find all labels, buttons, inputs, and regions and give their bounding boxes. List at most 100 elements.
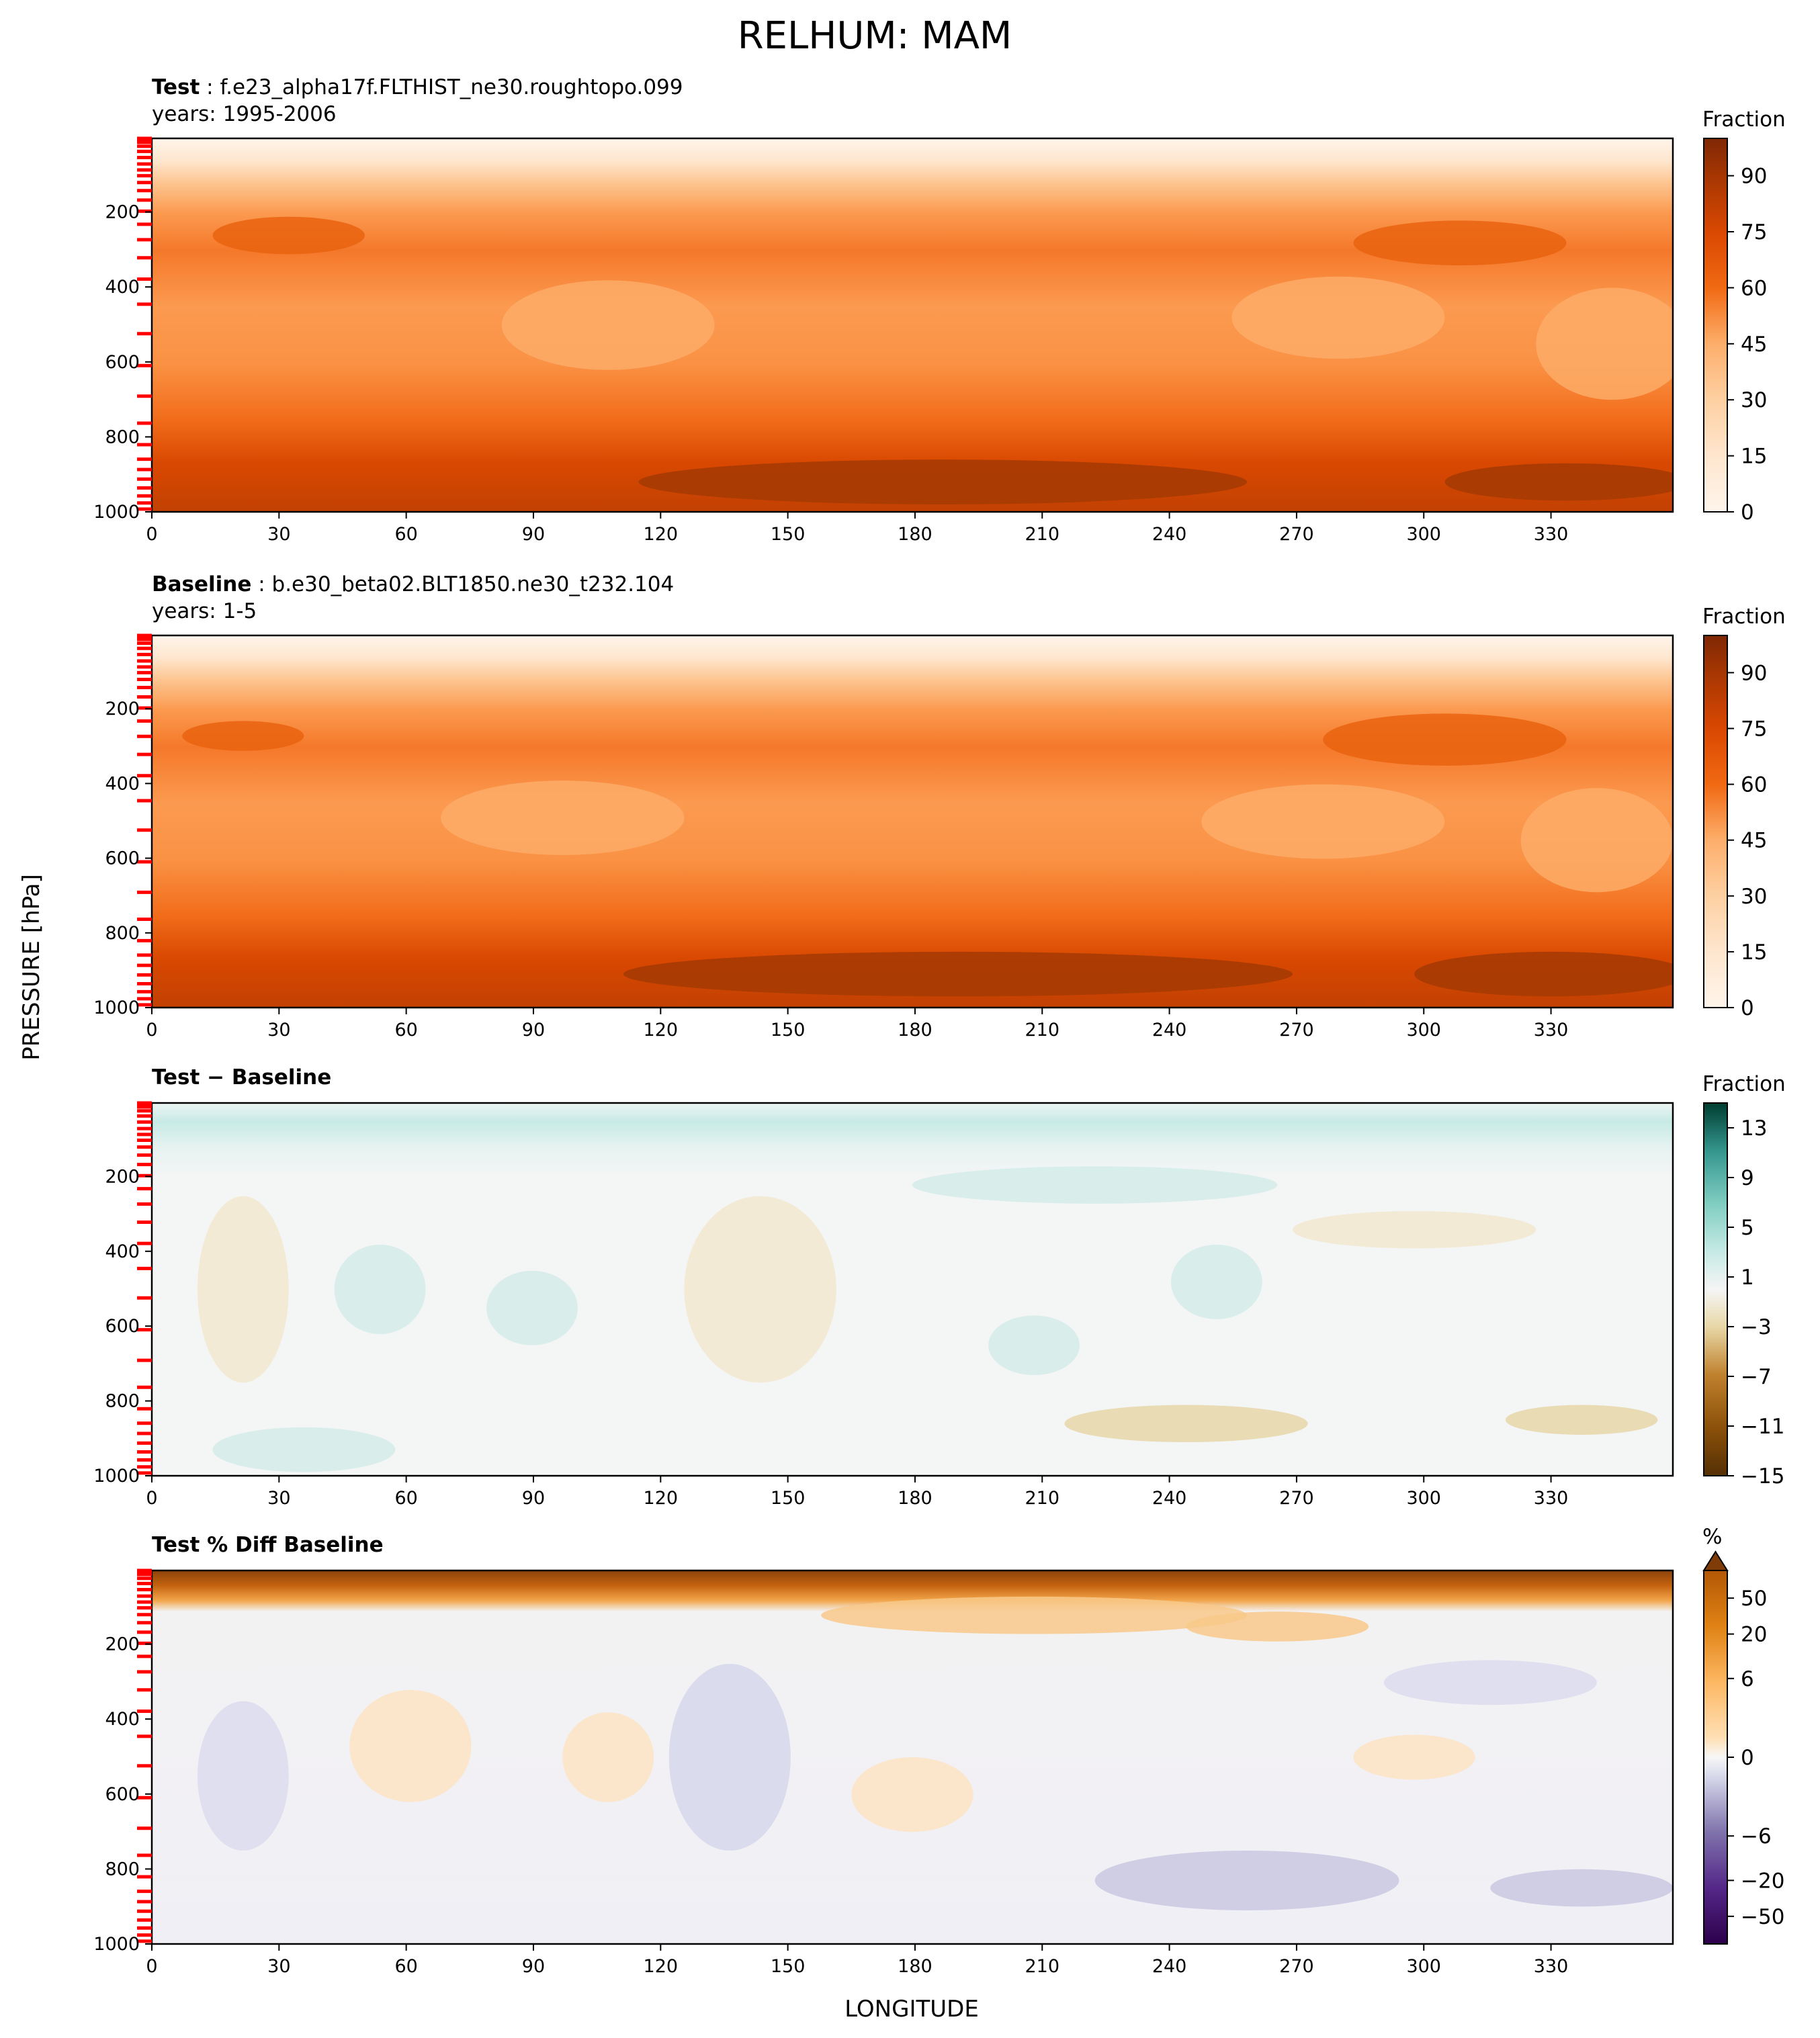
x-tick-label: 240 — [1152, 524, 1187, 545]
colorbar-label: % — [1702, 1525, 1722, 1549]
x-tick-label: 330 — [1534, 1020, 1569, 1040]
y-tick-label: 800 — [105, 1859, 140, 1879]
contour-region — [1444, 463, 1673, 501]
x-tick-label: 180 — [898, 1956, 933, 1977]
x-tick-label: 150 — [771, 524, 806, 545]
contour-region — [684, 1196, 836, 1383]
x-tick-label: 90 — [522, 1956, 545, 1977]
y-tick-label: 1000 — [93, 998, 140, 1018]
x-tick-label: 270 — [1279, 1020, 1314, 1040]
contour-region — [821, 1596, 1248, 1634]
colorbar-bar — [1703, 635, 1728, 1008]
contour-region — [1064, 1405, 1308, 1443]
colorbar-tick-label: 30 — [1741, 885, 1767, 909]
y-tick-label: 400 — [105, 773, 140, 794]
y-tick-label: 800 — [105, 1391, 140, 1412]
x-tick-label: 330 — [1534, 524, 1569, 545]
panel-test: Test : f.e23_alpha17f.FLTHIST_ne30.rough… — [93, 75, 1785, 545]
colorbar-tick-label: −6 — [1741, 1824, 1772, 1849]
contour-region — [988, 1315, 1080, 1376]
colorbar: % 50 20 6 0 −6 −20 −50 — [1702, 1525, 1784, 1945]
contour-region — [1414, 951, 1673, 997]
colorbar-tick-label: 75 — [1741, 717, 1767, 742]
colorbar-tick-label: 50 — [1741, 1587, 1767, 1611]
contour-region — [623, 951, 1293, 997]
x-tick-label: 0 — [146, 1956, 157, 1977]
colorbar-extend-arrow — [1702, 1550, 1729, 1571]
y-tick-label: 1000 — [93, 502, 140, 523]
contour-region — [638, 459, 1248, 504]
x-tick-label: 60 — [394, 1956, 417, 1977]
colorbar-tick-label: 0 — [1741, 996, 1754, 1020]
x-tick-label: 180 — [898, 1020, 933, 1040]
x-tick-label: 90 — [522, 1488, 545, 1509]
x-tick-label: 120 — [644, 1488, 679, 1509]
x-tick-label: 30 — [267, 1956, 290, 1977]
y-tick-label: 800 — [105, 923, 140, 944]
contour-region — [334, 1244, 426, 1335]
colorbar-tick-label: 1 — [1741, 1266, 1754, 1290]
contour-region — [182, 721, 304, 751]
plot-frame — [150, 634, 1674, 1009]
x-tick-label: 120 — [644, 1020, 679, 1040]
x-tick-label: 120 — [644, 524, 679, 545]
x-tick-label: 300 — [1406, 1956, 1441, 1977]
panel-subtitle: years: 1995-2006 — [152, 102, 337, 126]
x-tick-label: 210 — [1025, 524, 1059, 545]
contour-region — [1383, 1660, 1597, 1705]
colorbar-tick-label: 0 — [1741, 500, 1754, 525]
contour-region — [1353, 220, 1567, 266]
contour-region — [197, 1701, 289, 1851]
colorbar-bar — [1703, 1570, 1728, 1945]
x-tick-label: 90 — [522, 524, 545, 545]
x-tick-label: 60 — [394, 524, 417, 545]
colorbar-bar — [1703, 138, 1728, 513]
x-tick-label: 150 — [771, 1020, 806, 1040]
contour-region — [197, 1196, 289, 1383]
x-tick-label: 180 — [898, 524, 933, 545]
x-tick-label: 240 — [1152, 1956, 1187, 1977]
colorbar-tick-label: −20 — [1741, 1869, 1784, 1893]
contour-region — [1293, 1210, 1536, 1249]
colorbar-tick-label: 45 — [1741, 829, 1767, 853]
y-tick-label: 1000 — [93, 1466, 140, 1487]
colorbar-tick-label: 6 — [1741, 1667, 1754, 1691]
contour-field — [152, 1570, 1673, 1944]
x-tick-label: 270 — [1279, 524, 1314, 545]
contour-region — [212, 1427, 396, 1472]
colorbar-tick-label: 90 — [1741, 165, 1767, 189]
contour-region — [668, 1664, 791, 1851]
colorbar-tick-label: 75 — [1741, 220, 1767, 245]
panel-title: Test − Baseline — [152, 1065, 331, 1090]
y-axis-label: PRESSURE [hPa] — [18, 874, 45, 1060]
contour-field — [152, 138, 1673, 512]
colorbar-label: Fraction — [1702, 605, 1786, 629]
x-tick-label: 30 — [267, 1020, 290, 1040]
x-tick-label: 90 — [522, 1020, 545, 1040]
y-tick-label: 1000 — [93, 1934, 140, 1955]
x-tick-label: 330 — [1534, 1956, 1569, 1977]
contour-region — [1520, 788, 1673, 893]
contour-region — [1231, 276, 1445, 359]
y-tick-label: 800 — [105, 427, 140, 447]
plot-frame — [150, 137, 1674, 513]
colorbar-tick-label: 90 — [1741, 661, 1767, 685]
field-background — [152, 138, 1673, 512]
colorbar-tick-label: 60 — [1741, 773, 1767, 797]
figure-title: RELHUM: MAM — [738, 14, 1012, 58]
x-tick-label: 210 — [1025, 1020, 1059, 1040]
panel-title: Baseline : b.e30_beta02.BLT1850.ne30_t23… — [152, 572, 674, 596]
y-tick-label: 600 — [105, 848, 140, 869]
colorbar-bar — [1703, 1102, 1728, 1476]
colorbar-tick-label: 60 — [1741, 276, 1767, 300]
x-tick-label: 30 — [267, 1488, 290, 1509]
colorbar-tick-label: −11 — [1741, 1415, 1784, 1439]
panel-baseline: Baseline : b.e30_beta02.BLT1850.ne30_t23… — [93, 572, 1785, 1040]
colorbar: Fraction 13 9 5 1 −3 −7 −11 −15 — [1702, 1072, 1786, 1489]
contour-region — [1170, 1244, 1262, 1319]
x-tick-label: 270 — [1279, 1956, 1314, 1977]
contour-region — [349, 1689, 472, 1802]
x-tick-label: 0 — [146, 1020, 157, 1040]
y-tick-label: 600 — [105, 352, 140, 373]
contour-region — [1201, 784, 1445, 859]
